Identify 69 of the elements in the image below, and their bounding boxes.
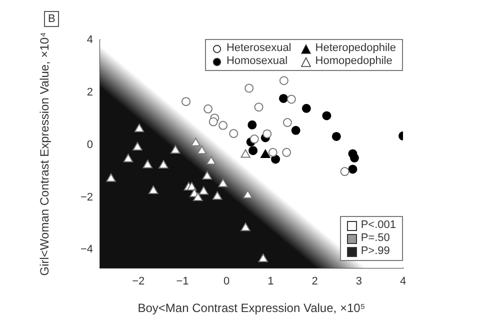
point [182, 97, 191, 106]
legend-label: Heteropedophile [315, 42, 396, 55]
point [218, 120, 228, 130]
point [322, 111, 332, 120]
x-tick-label: 0 [224, 276, 230, 288]
point [350, 153, 359, 162]
point [286, 94, 296, 104]
point [204, 104, 213, 114]
point [240, 222, 250, 232]
point [262, 129, 272, 138]
point [218, 178, 228, 188]
text: Heterosexual [226, 42, 292, 55]
point [197, 146, 207, 154]
point [186, 182, 197, 191]
chart-title: B [44, 11, 60, 27]
point [212, 191, 222, 200]
point [142, 160, 152, 168]
point [282, 148, 292, 157]
text: Homopedophile [315, 55, 392, 68]
point [170, 145, 180, 154]
point [240, 149, 250, 158]
y-tick-label: 4 [86, 34, 93, 46]
annotation: P=.50 [360, 232, 390, 245]
point [258, 254, 268, 262]
point [279, 76, 288, 86]
point [260, 150, 270, 158]
point [248, 120, 257, 130]
point [208, 117, 218, 126]
point [148, 185, 158, 194]
point [106, 173, 116, 182]
y-axis-title: Girl<Woman Contrast Expression Value, ×10⁴ [38, 32, 52, 276]
annotation: P<.001 [360, 219, 396, 232]
annotation: P>.99 [360, 245, 390, 258]
x-tick-label: −2 [132, 276, 145, 288]
point [268, 148, 278, 157]
point [340, 167, 350, 176]
point [229, 129, 238, 138]
y-tick-label: −2 [80, 191, 93, 204]
point [302, 104, 311, 113]
point [202, 171, 212, 180]
y-tick-label: 0 [86, 138, 93, 151]
x-tick-label: 2 [312, 276, 318, 288]
legend-label: Homosexual [226, 55, 288, 68]
point [206, 156, 216, 165]
point [132, 142, 142, 150]
point [348, 164, 358, 174]
x-tick-label: 3 [356, 276, 362, 288]
x-axis-title: Boy<Man Contrast Expression Value, ×10⁵ [138, 301, 366, 316]
x-tick-label: 1 [268, 276, 274, 288]
point [134, 124, 144, 132]
y-tick-label: 2 [86, 86, 93, 98]
point [190, 138, 201, 146]
x-tick-label: −1 [176, 276, 189, 288]
point [250, 134, 259, 144]
point [291, 126, 300, 135]
point [158, 160, 168, 169]
point [278, 94, 288, 103]
point [244, 84, 254, 93]
point [332, 132, 341, 141]
point [254, 102, 264, 112]
point [242, 190, 253, 198]
point [271, 154, 280, 164]
point [248, 146, 258, 156]
point [198, 186, 208, 195]
point [123, 154, 134, 162]
y-tick-label: −4 [80, 244, 93, 256]
x-tick-label: 4 [400, 276, 406, 288]
point [282, 118, 292, 128]
point [193, 192, 203, 202]
